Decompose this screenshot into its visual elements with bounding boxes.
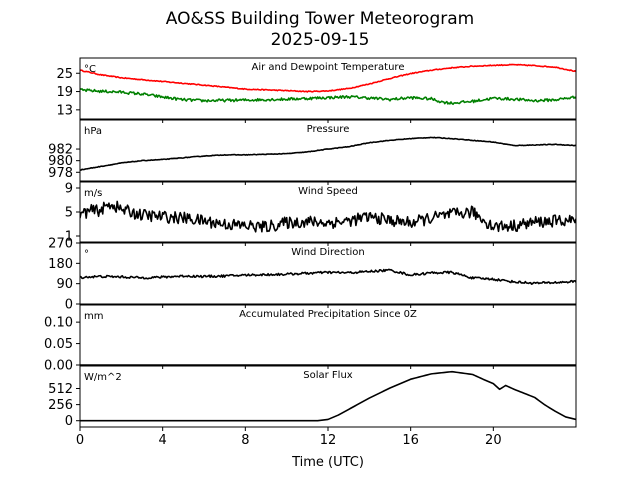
panel-4-series-1-line — [80, 268, 576, 285]
panel-3-ytick-label: 9 — [65, 182, 73, 197]
panel-6-series-1-line — [80, 370, 576, 422]
panel-1-series-1-line — [80, 63, 576, 93]
panel-5-ytick-label: 0.05 — [44, 337, 73, 352]
panel-1-ytick-label: 13 — [56, 103, 73, 118]
x-tick-label: 8 — [241, 433, 249, 448]
panel-4-title: Wind Direction — [291, 247, 365, 258]
panel-6-ytick-label: 0 — [65, 414, 73, 429]
panel-2-ytick-label: 982 — [48, 143, 73, 158]
panel-4-ytick-label: 0 — [65, 298, 73, 313]
panel-3-series-1-line — [80, 200, 576, 233]
panel-4-ytick-label: 90 — [56, 277, 73, 292]
panel-5: 0.00 0.05 0.10 Accumulated Precipitation Si… — [44, 304, 577, 374]
panel-4-unit: ° — [84, 249, 89, 260]
figure-title-line1: AO&SS Building Tower Meteorogram — [166, 9, 474, 29]
panel-1-title: Air and Dewpoint Temperature — [252, 62, 405, 73]
panel-1-ytick-label: 25 — [56, 67, 73, 82]
x-tick-label: 20 — [485, 433, 502, 448]
x-axis-label: Time (UTC) — [291, 455, 364, 470]
panel-4: 0 90 180 270 Wind Direction ° — [48, 237, 577, 313]
panel-3: 1 5 9 Wind Speed m/s — [65, 181, 577, 246]
x-tick-label: 12 — [320, 433, 337, 448]
panel-3-unit: m/s — [84, 188, 102, 199]
panel-5-title: Accumulated Precipitation Since 0Z — [239, 309, 417, 320]
panel-6-ytick-label: 512 — [48, 382, 73, 397]
panel-3-title: Wind Speed — [298, 186, 358, 197]
panel-2-unit: hPa — [84, 126, 102, 137]
panel-3-ytick-label: 1 — [65, 230, 73, 245]
panel-5-unit: mm — [84, 311, 103, 322]
panel-6-unit: W/m^2 — [84, 372, 122, 383]
panel-1-unit: °C — [84, 64, 96, 75]
x-tick-label: 4 — [159, 433, 167, 448]
panel-3-ytick-label: 5 — [65, 206, 73, 221]
panel-1: 13 19 25 Air and Dewpoint Temperature °C — [56, 57, 577, 123]
x-tick-label: 0 — [76, 433, 84, 448]
panel-6-title: Solar Flux — [303, 370, 353, 381]
panel-2-ytick-label: 978 — [48, 166, 73, 181]
panel-6-ytick-label: 256 — [48, 398, 73, 413]
figure-title-line2: 2025-09-15 — [271, 30, 370, 50]
panel-1-ytick-label: 19 — [56, 85, 73, 100]
x-tick-label: 16 — [402, 433, 419, 448]
panel-4-ytick-label: 180 — [48, 257, 73, 272]
panel-2-ytick-label: 980 — [48, 154, 73, 169]
panel-1-series-2-line — [80, 88, 576, 106]
panel-5-ytick-label: 0.10 — [44, 316, 73, 331]
panel-2-series-1-line — [80, 136, 576, 171]
panel-4-ytick-label: 270 — [48, 237, 73, 252]
panel-2-title: Pressure — [307, 124, 350, 135]
x-axis: 0 4 8 12 16 20 — [76, 433, 502, 448]
panel-5-ytick-label: 0.00 — [44, 359, 73, 374]
